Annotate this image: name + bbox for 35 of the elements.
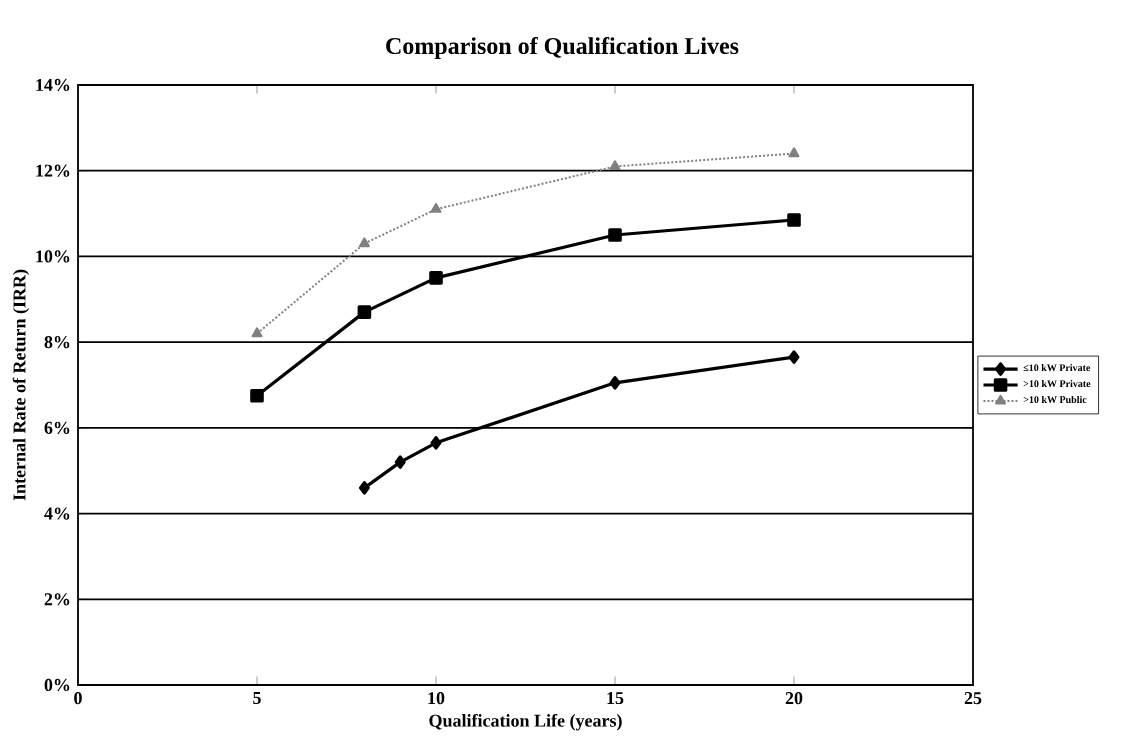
x-tick-label: 25 [964, 692, 982, 705]
y-tick-label: 12% [36, 164, 70, 177]
x-tick-label: 0 [74, 692, 82, 705]
y-tick-label: 2% [44, 593, 70, 606]
point [608, 228, 622, 242]
legend-label: >10 kW Private [1023, 380, 1091, 388]
point [394, 455, 406, 469]
point [787, 213, 801, 227]
point [358, 481, 370, 495]
y-tick-label: 6% [44, 421, 70, 434]
point [358, 237, 370, 248]
point [609, 376, 621, 390]
chart-title: Comparison of Qualification Lives [386, 36, 739, 59]
x-tick-label: 10 [428, 692, 445, 705]
x-tick-label: 15 [607, 692, 624, 705]
x-tick-label: 20 [785, 692, 803, 705]
y-axis-title: Internal Rate of Return (IRR) [12, 269, 30, 501]
x-axis-title: Qualification Life (years) [429, 713, 622, 731]
point [429, 271, 443, 285]
point [788, 147, 800, 158]
legend-label: >10 kW Public [1023, 395, 1087, 404]
point [251, 327, 263, 338]
point [609, 160, 621, 171]
y-tick-label: 14% [36, 78, 70, 92]
point [430, 203, 442, 213]
y-tick-label: 8% [44, 336, 70, 349]
point [788, 350, 800, 364]
point [430, 436, 442, 450]
y-tick-label: 4% [44, 507, 70, 520]
legend-label: ≤10 kW Private [1023, 364, 1091, 372]
point [357, 305, 372, 319]
y-tick-label: 0% [44, 678, 70, 692]
x-tick-label: 5 [253, 692, 261, 705]
point [250, 388, 264, 403]
y-tick-label: 10% [36, 250, 70, 263]
